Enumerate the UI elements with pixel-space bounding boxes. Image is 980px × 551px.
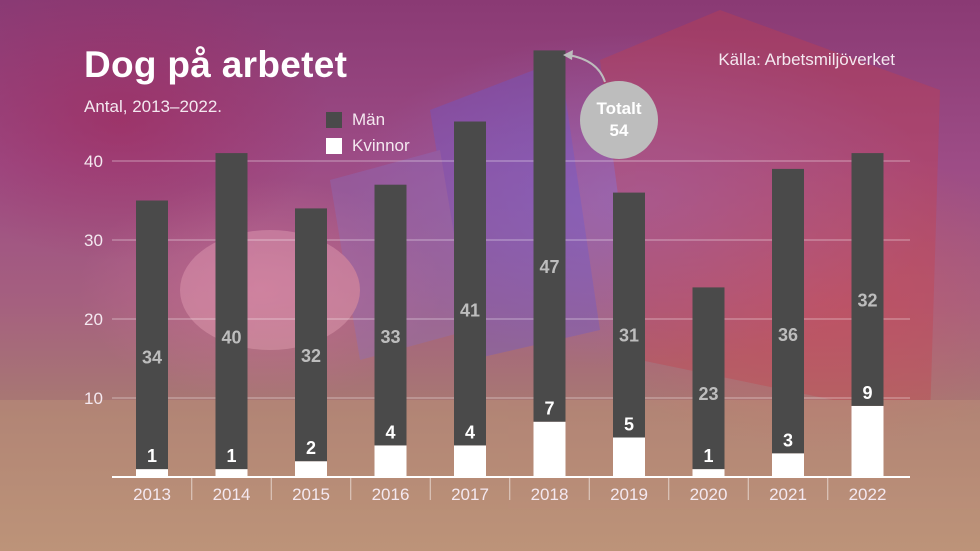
- data-label-men: 40: [221, 327, 241, 347]
- x-tick-label: 2016: [372, 485, 410, 504]
- bar-women: [454, 445, 486, 477]
- callout-label: Totalt: [596, 99, 642, 118]
- x-tick-label: 2020: [690, 485, 728, 504]
- data-label-men: 32: [857, 291, 877, 311]
- data-label-women: 9: [862, 383, 872, 403]
- data-label-women: 1: [703, 446, 713, 466]
- data-label-women: 2: [306, 438, 316, 458]
- bar-men: [851, 153, 884, 406]
- bar-men: [692, 287, 725, 470]
- data-label-men: 36: [778, 325, 798, 345]
- bar-men: [533, 50, 566, 422]
- x-axis: 2013 2014 2015 2016 2017 2018 2019 2020 2021 2022: [112, 476, 910, 504]
- x-tick-label: 2015: [292, 485, 330, 504]
- data-label-women: 7: [544, 399, 554, 419]
- data-label-men: 33: [380, 327, 400, 347]
- x-tick-label: 2018: [531, 485, 569, 504]
- chart-title: Dog på arbetet: [84, 44, 348, 85]
- data-label-women: 5: [624, 415, 634, 435]
- callout-arrow: [567, 54, 606, 83]
- data-label-men: 23: [698, 384, 718, 404]
- x-tick-label: 2014: [213, 485, 251, 504]
- bars: [136, 50, 884, 477]
- bar-women: [374, 445, 407, 477]
- bar-men: [295, 208, 327, 462]
- y-tick-label: 40: [84, 152, 103, 171]
- bar-women: [851, 405, 884, 477]
- data-label-men: 32: [301, 346, 321, 366]
- bar-women: [772, 453, 804, 477]
- data-label-men: 31: [619, 326, 639, 346]
- legend-label-women: Kvinnor: [352, 136, 410, 155]
- bar-women: [136, 469, 168, 477]
- y-tick-label: 10: [84, 389, 103, 408]
- legend-swatch-men: [326, 112, 342, 128]
- chart-subtitle: Antal, 2013–2022.: [84, 97, 223, 116]
- bar-women: [613, 437, 645, 477]
- callout-value: 54: [609, 121, 629, 140]
- bar-men: [454, 121, 486, 446]
- bar-women: [533, 421, 566, 477]
- bar-women: [295, 461, 327, 477]
- data-labels: 34 1 40 1 32 2 33 4 41 4 47 7 31 5 23 1 36 3 32 9: [142, 257, 878, 466]
- x-tick-label: 2019: [610, 485, 648, 504]
- bar-men: [772, 168, 804, 454]
- source-note: Källa: Arbetsmiljöverket: [718, 50, 895, 69]
- data-label-women: 4: [465, 422, 475, 442]
- legend-label-men: Män: [352, 110, 386, 129]
- bar-men: [374, 184, 407, 446]
- data-label-women: 3: [783, 430, 793, 450]
- bar-women: [692, 469, 725, 477]
- y-tick-label: 20: [84, 310, 103, 329]
- data-label-men: 47: [539, 257, 559, 277]
- bar-women: [215, 469, 248, 477]
- data-label-men: 41: [460, 300, 480, 320]
- legend: Män Kvinnor: [326, 107, 410, 159]
- bar-men: [613, 192, 645, 438]
- x-tick-label: 2013: [133, 485, 171, 504]
- legend-item-women: Kvinnor: [326, 133, 410, 159]
- x-tick-label: 2022: [849, 485, 887, 504]
- x-tick-label: 2017: [451, 485, 489, 504]
- legend-swatch-women: [326, 138, 342, 154]
- y-tick-label: 30: [84, 231, 103, 250]
- data-label-women: 4: [385, 422, 395, 442]
- data-label-men: 34: [142, 347, 162, 367]
- legend-item-men: Män: [326, 107, 410, 133]
- bar-men: [215, 153, 248, 470]
- data-label-women: 1: [147, 446, 157, 466]
- x-tick-label: 2021: [769, 485, 807, 504]
- bar-men: [136, 200, 168, 470]
- callout-arrowhead: [563, 50, 573, 60]
- data-label-women: 1: [226, 446, 236, 466]
- total-callout: Totalt 54: [580, 81, 658, 159]
